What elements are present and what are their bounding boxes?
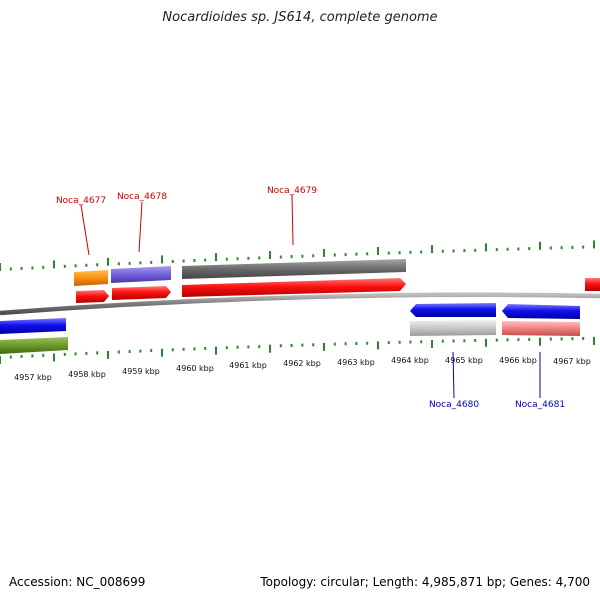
kbp-label: 4967 kbp [553,357,591,366]
kbp-label: 4959 kbp [122,367,160,376]
kbp-label: 4963 kbp [337,358,375,367]
gene-arrow-noca-4678[interactable] [112,286,171,300]
topology-summary: Topology: circular; Length: 4,985,871 bp… [260,575,590,589]
kbp-label: 4962 kbp [283,359,321,368]
kbp-label: 4957 kbp [14,373,52,382]
kbp-label: 4961 kbp [229,361,267,370]
gray-feature-dark [182,259,406,279]
gene-label-noca-4677-group[interactable]: Noca_4677 [56,196,106,256]
kbp-label: 4964 kbp [391,356,429,365]
orange-feature [74,270,108,286]
gray-feature-light [410,320,496,336]
gene-label-noca-4678: Noca_4678 [117,192,167,202]
gene-label-noca-4679-group[interactable]: Noca_4679 [267,186,317,246]
gene-label-noca-4680-group[interactable]: Noca_4680 [429,351,479,410]
accession-text: Accession: NC_008699 [9,575,146,589]
gene-arrow-noca-4680[interactable] [410,303,496,317]
gene-label-noca-4681: Noca_4681 [515,400,565,410]
map-title: Nocardioides sp. JS614, complete genome [162,10,438,25]
pink-feature [502,321,580,336]
outer-tick-ring [0,240,595,271]
kbp-label: 4958 kbp [68,370,106,379]
kbp-label: 4960 kbp [176,364,214,373]
gene-label-noca-4677: Noca_4677 [56,196,106,206]
gene-arrow-noca-4677[interactable] [76,290,109,303]
gene-arrow-noca-4681[interactable] [502,304,580,319]
gene-arrow-right-edge[interactable] [585,278,600,291]
gene-label-noca-4678-group[interactable]: Noca_4678 [117,192,167,253]
gene-label-noca-4679: Noca_4679 [267,186,317,196]
kbp-label: 4966 kbp [499,356,537,365]
green-feature [0,337,68,354]
inner-tick-ring [0,336,595,364]
purple-feature [111,266,171,283]
gene-label-noca-4681-group[interactable]: Noca_4681 [515,352,565,410]
gene-arrow-left-edge[interactable] [0,318,66,334]
genome-backbone [0,292,600,316]
gene-label-noca-4680: Noca_4680 [429,400,479,410]
scale-labels: 4957 kbp 4958 kbp 4959 kbp 4960 kbp 4961… [14,356,591,382]
gene-arrow-noca-4679[interactable] [182,278,406,297]
kbp-label: 4965 kbp [445,356,483,365]
